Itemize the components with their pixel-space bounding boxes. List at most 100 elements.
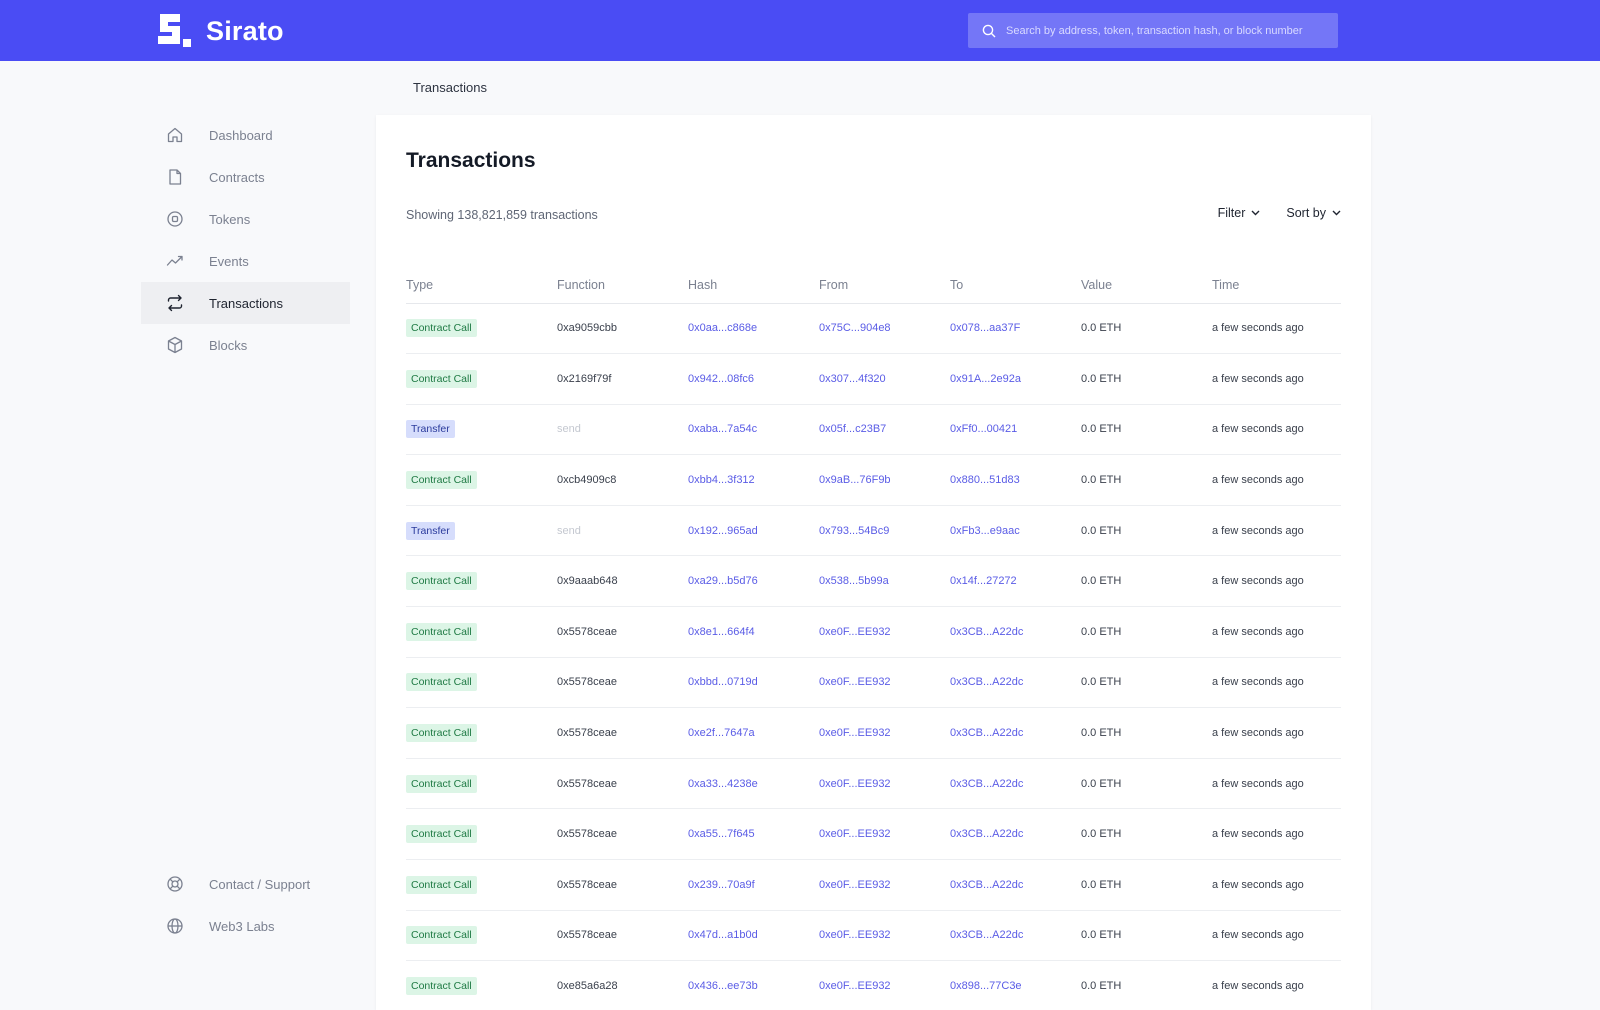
table-row[interactable]: Contract Call 0x5578ceae 0x8e1...664f4 0xe0… bbox=[406, 606, 1341, 658]
from-column-cell: 0x307...4f320 bbox=[819, 353, 950, 405]
table-row[interactable]: Contract Call 0xcb4909c8 0xbb4...3f312 0x9a… bbox=[406, 454, 1341, 506]
breadcrumb: Transactions bbox=[413, 80, 487, 95]
from-address-link[interactable]: 0xe0F...EE932 bbox=[819, 777, 891, 790]
table-row[interactable]: Contract Call 0x5578ceae 0xa33...4238e 0xe0… bbox=[406, 758, 1341, 810]
filter-dropdown[interactable]: Filter bbox=[1218, 206, 1261, 220]
type-badge: Contract Call bbox=[406, 572, 477, 591]
hash-link[interactable]: 0xbb4...3f312 bbox=[688, 474, 755, 487]
hash-link[interactable]: 0xa55...7f645 bbox=[688, 828, 755, 841]
function-column-cell: 0x2169f79f bbox=[557, 353, 688, 405]
function-column-cell: 0x5578ceae bbox=[557, 657, 688, 709]
sidebar-item-blocks[interactable]: Blocks bbox=[141, 324, 350, 366]
to-address-link[interactable]: 0x898...77C3e bbox=[950, 980, 1022, 993]
to-address-link[interactable]: 0x3CB...A22dc bbox=[950, 727, 1024, 740]
from-address-link[interactable]: 0x793...54Bc9 bbox=[819, 524, 890, 537]
from-address-link[interactable]: 0xe0F...EE932 bbox=[819, 625, 891, 638]
hash-link[interactable]: 0x47d...a1b0d bbox=[688, 929, 758, 942]
to-address-link[interactable]: 0x3CB...A22dc bbox=[950, 929, 1024, 942]
to-address-link[interactable]: 0x3CB...A22dc bbox=[950, 625, 1024, 638]
sidebar-item-label: Dashboard bbox=[209, 127, 273, 143]
type-badge: Contract Call bbox=[406, 319, 477, 338]
table-row[interactable]: Contract Call 0xa9059cbb 0x0aa...c868e 0x75… bbox=[406, 303, 1341, 355]
table-header-row: Type Function Hash From To Value Time bbox=[406, 247, 1341, 304]
to-address-link[interactable]: 0x3CB...A22dc bbox=[950, 777, 1024, 790]
to-address-link[interactable]: 0x3CB...A22dc bbox=[950, 676, 1024, 689]
time-column-cell: a few seconds ago bbox=[1212, 910, 1341, 962]
table-row[interactable]: Contract Call 0x5578ceae 0x239...70a9f 0xe0… bbox=[406, 859, 1341, 911]
from-address-link[interactable]: 0xe0F...EE932 bbox=[819, 929, 891, 942]
table-row[interactable]: Contract Call 0x5578ceae 0x47d...a1b0d 0xe0… bbox=[406, 910, 1341, 962]
table-row[interactable]: Contract Call 0x5578ceae 0xe2f...7647a 0xe0… bbox=[406, 707, 1341, 759]
hash-link[interactable]: 0x942...08fc6 bbox=[688, 372, 755, 385]
from-address-link[interactable]: 0x75C...904e8 bbox=[819, 322, 891, 335]
to-column-cell: 0x91A...2e92a bbox=[950, 353, 1081, 405]
sidebar-item-contracts[interactable]: Contracts bbox=[141, 156, 350, 198]
to-address-link[interactable]: 0xFf0...00421 bbox=[950, 423, 1018, 436]
column-header-hash: Hash bbox=[688, 247, 819, 304]
table-row[interactable]: Contract Call 0x5578ceae 0xa55...7f645 0xe0… bbox=[406, 808, 1341, 861]
hash-link[interactable]: 0xa29...b5d76 bbox=[688, 575, 758, 588]
hash-link[interactable]: 0xe2f...7647a bbox=[688, 727, 755, 740]
sidebar-item-events[interactable]: Events bbox=[141, 240, 350, 282]
table-row[interactable]: Transfer send 0x192...965ad 0x793...54Bc9 0x… bbox=[406, 505, 1341, 557]
time-column-cell: a few seconds ago bbox=[1212, 606, 1341, 658]
function-cell: 0x5578ceae bbox=[557, 828, 617, 841]
hash-link[interactable]: 0xbbd...0719d bbox=[688, 676, 758, 689]
time-cell: a few seconds ago bbox=[1212, 777, 1304, 790]
hash-link[interactable]: 0x239...70a9f bbox=[688, 878, 755, 891]
function-cell: 0x5578ceae bbox=[557, 878, 617, 891]
transactions-card: Transactions Showing 138,821,859 transac… bbox=[376, 115, 1371, 1010]
from-address-link[interactable]: 0xe0F...EE932 bbox=[819, 727, 891, 740]
to-address-link[interactable]: 0x3CB...A22dc bbox=[950, 828, 1024, 841]
table-row[interactable]: Contract Call 0xe85a6a28 0x436...ee73b 0xe0… bbox=[406, 960, 1341, 1010]
from-address-link[interactable]: 0x538...5b99a bbox=[819, 575, 889, 588]
function-cell: 0x5578ceae bbox=[557, 929, 617, 942]
type-badge: Contract Call bbox=[406, 369, 477, 388]
hash-link[interactable]: 0x192...965ad bbox=[688, 524, 758, 537]
from-address-link[interactable]: 0x307...4f320 bbox=[819, 372, 886, 385]
logo[interactable]: Sirato bbox=[154, 12, 284, 50]
from-address-link[interactable]: 0xe0F...EE932 bbox=[819, 980, 891, 993]
hash-link[interactable]: 0xaba...7a54c bbox=[688, 423, 758, 436]
sidebar-item-dashboard[interactable]: Dashboard bbox=[141, 114, 350, 156]
sidebar-item-label: Contact / Support bbox=[209, 876, 311, 892]
from-address-link[interactable]: 0xe0F...EE932 bbox=[819, 878, 891, 891]
function-cell: send bbox=[557, 423, 581, 436]
table-row[interactable]: Contract Call 0x9aaab648 0xa29...b5d76 0x53… bbox=[406, 555, 1341, 608]
sort-dropdown[interactable]: Sort by bbox=[1286, 206, 1341, 220]
to-address-link[interactable]: 0x14f...27272 bbox=[950, 575, 1017, 588]
value-column-cell: 0.0 ETH bbox=[1081, 404, 1212, 456]
hash-link[interactable]: 0x436...ee73b bbox=[688, 980, 758, 993]
table-row[interactable]: Contract Call 0x2169f79f 0x942...08fc6 0x30… bbox=[406, 353, 1341, 405]
search-input[interactable] bbox=[1006, 24, 1326, 37]
search-bar[interactable] bbox=[968, 13, 1338, 48]
to-address-link[interactable]: 0x91A...2e92a bbox=[950, 372, 1021, 385]
type-column-cell: Transfer bbox=[406, 404, 557, 456]
to-address-link[interactable]: 0x880...51d83 bbox=[950, 474, 1020, 487]
to-address-link[interactable]: 0xFb3...e9aac bbox=[950, 524, 1020, 537]
from-address-link[interactable]: 0x05f...c23B7 bbox=[819, 423, 887, 436]
from-address-link[interactable]: 0xe0F...EE932 bbox=[819, 828, 891, 841]
hash-link[interactable]: 0x8e1...664f4 bbox=[688, 625, 755, 638]
from-address-link[interactable]: 0x9aB...76F9b bbox=[819, 474, 891, 487]
hash-column-cell: 0xaba...7a54c bbox=[688, 404, 819, 456]
sidebar-item-tokens[interactable]: Tokens bbox=[141, 198, 350, 240]
type-column-cell: Contract Call bbox=[406, 707, 557, 759]
sidebar-item-transactions[interactable]: Transactions bbox=[141, 282, 350, 324]
from-address-link[interactable]: 0xe0F...EE932 bbox=[819, 676, 891, 689]
type-column-cell: Transfer bbox=[406, 505, 557, 557]
hash-link[interactable]: 0x0aa...c868e bbox=[688, 322, 758, 335]
type-column-cell: Contract Call bbox=[406, 808, 557, 861]
sidebar-item-web3-labs[interactable]: Web3 Labs bbox=[141, 905, 350, 947]
table-row[interactable]: Contract Call 0x5578ceae 0xbbd...0719d 0xe0… bbox=[406, 657, 1341, 709]
hash-column-cell: 0x8e1...664f4 bbox=[688, 606, 819, 658]
token-icon bbox=[165, 209, 185, 229]
to-address-link[interactable]: 0x3CB...A22dc bbox=[950, 878, 1024, 891]
time-cell: a few seconds ago bbox=[1212, 727, 1304, 740]
hash-link[interactable]: 0xa33...4238e bbox=[688, 777, 758, 790]
table-row[interactable]: Transfer send 0xaba...7a54c 0x05f...c23B7 0x… bbox=[406, 404, 1341, 456]
to-address-link[interactable]: 0x078...aa37F bbox=[950, 322, 1021, 335]
top-bar: Sirato bbox=[0, 0, 1600, 61]
sidebar-item-contact-support[interactable]: Contact / Support bbox=[141, 863, 350, 905]
hash-column-cell: 0xa29...b5d76 bbox=[688, 555, 819, 608]
